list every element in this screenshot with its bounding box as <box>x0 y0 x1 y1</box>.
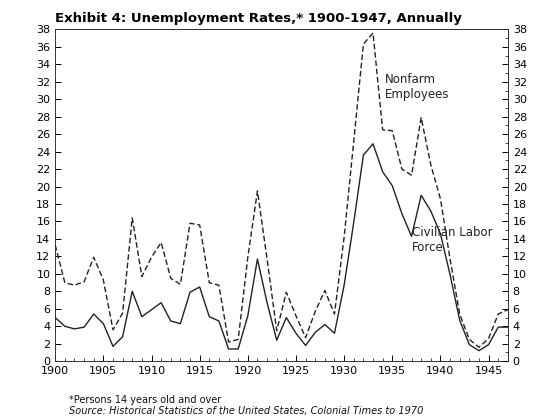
Text: Exhibit 4: Unemployment Rates,* 1900-1947, Annually: Exhibit 4: Unemployment Rates,* 1900-194… <box>55 13 462 26</box>
Text: Civilian Labor
Force: Civilian Labor Force <box>412 226 492 254</box>
Text: Source: Historical Statistics of the United States, Colonial Times to 1970: Source: Historical Statistics of the Uni… <box>69 406 423 416</box>
Text: *Persons 14 years old and over: *Persons 14 years old and over <box>69 395 221 405</box>
Text: Nonfarm
Employees: Nonfarm Employees <box>385 73 449 101</box>
